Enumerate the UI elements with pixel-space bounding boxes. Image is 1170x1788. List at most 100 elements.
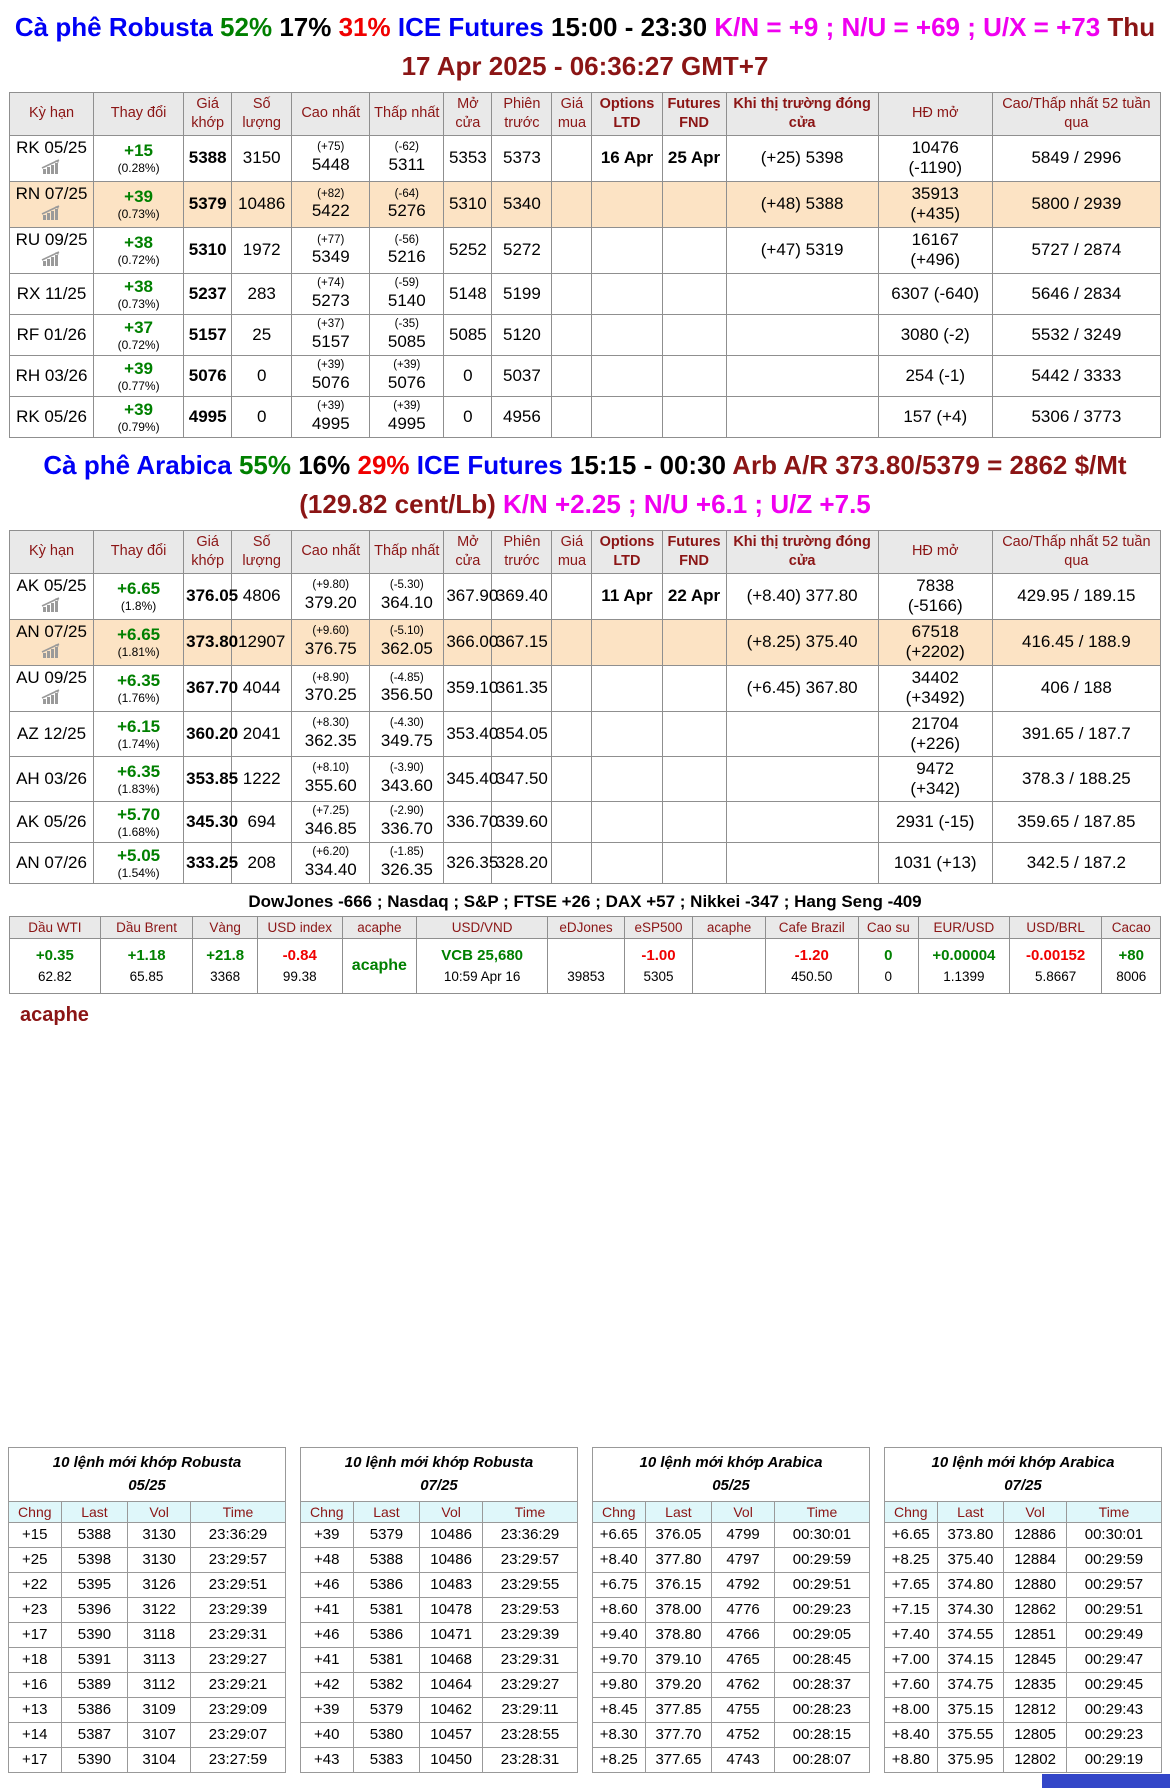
- high-value: 370.25: [304, 685, 357, 705]
- order-row: +17 5390 3104 23:27:59: [8, 1746, 287, 1773]
- market-change-value: +21.8: [206, 946, 245, 964]
- low-value: 362.05: [380, 639, 433, 659]
- column-header: HĐ mở: [877, 529, 993, 574]
- cell-52week-range: 378.3 / 188.25: [991, 756, 1162, 803]
- market-header-row: Dầu WTI Dầu Brent Vàng USD index acaphe USD/V…: [9, 916, 1161, 940]
- cell-52week-range: 429.95 / 189.15: [991, 572, 1162, 620]
- cell-contract: RU 09/25: [8, 226, 95, 274]
- cell-high: (+75) 5448: [291, 134, 371, 182]
- order-cell-time: 00:30:01: [1065, 1521, 1163, 1548]
- cell-open: 353.40: [443, 710, 498, 758]
- order-cell-time: 00:29:49: [1065, 1621, 1163, 1648]
- order-cell-time: 23:29:53: [481, 1596, 579, 1623]
- order-cell-time: 23:29:57: [481, 1546, 579, 1573]
- cell-futures-fnd: [661, 272, 727, 315]
- market-level-value: 99.38: [282, 969, 317, 985]
- cell-bid: [551, 395, 593, 438]
- order-cell-chng: +14: [8, 1721, 62, 1748]
- order-cell-vol: 12880: [1003, 1571, 1067, 1598]
- market-change-value: [549, 945, 623, 968]
- order-cell-time: 00:29:59: [1065, 1546, 1163, 1573]
- order-cell-last: 374.15: [936, 1646, 1005, 1673]
- market-brand-text: acaphe: [351, 957, 407, 975]
- table-row: RX 11/25 +38 (0.73%) 5237 283 (+74) 5273 (-59) 5…: [8, 272, 1162, 315]
- order-cell-last: 5388: [352, 1546, 421, 1573]
- order-cell-chng: +17: [8, 1621, 62, 1648]
- cell-options-ltd: [591, 180, 663, 228]
- cell-high: (+8.10) 355.60: [291, 756, 371, 803]
- order-cell-chng: +48: [300, 1546, 354, 1573]
- cell-low: (+39) 4995: [369, 395, 445, 438]
- recent-orders-section: 10 lệnh mới khớp Robusta 05/25 Chng Last Vol…: [8, 1447, 1163, 1773]
- high-value: 5157: [311, 331, 350, 351]
- order-cell-last: 377.85: [644, 1696, 713, 1723]
- order-cell-last: 5391: [60, 1646, 129, 1673]
- cell-bid: [551, 710, 593, 758]
- cell-volume: 0: [231, 395, 293, 438]
- order-table-title: 10 lệnh mới khớp Arabica 05/25: [592, 1447, 870, 1502]
- cell-high: (+9.60) 376.75: [291, 618, 371, 666]
- contract-label: RK 05/26: [16, 406, 87, 426]
- cell-volume: 0: [231, 354, 293, 397]
- high-delta: (+8.90): [312, 671, 350, 684]
- order-cell-last: 5395: [60, 1571, 129, 1598]
- cell-high: (+6.20) 334.40: [291, 842, 371, 885]
- low-delta: (+39): [393, 359, 421, 372]
- cell-52week-range: 416.45 / 188.9: [991, 618, 1162, 666]
- order-cell-time: 00:28:23: [773, 1696, 871, 1723]
- order-cell-time: 23:29:07: [189, 1721, 287, 1748]
- cell-change: +37 (0.72%): [93, 313, 185, 356]
- low-delta: (-4.85): [389, 671, 424, 684]
- low-delta: (-35): [394, 318, 419, 331]
- cell-high: (+37) 5157: [291, 313, 371, 356]
- market-cell: -1.20 450.50: [764, 938, 859, 995]
- order-cell-vol: 3130: [127, 1546, 191, 1573]
- cell-market-close: [725, 756, 879, 803]
- order-cell-chng: +9.80: [592, 1671, 646, 1698]
- market-level-value: 10:59 Apr 16: [443, 969, 521, 985]
- column-header: Futures FND: [661, 92, 727, 136]
- cell-52week-range: 391.65 / 187.7: [991, 710, 1162, 758]
- contract-label: RX 11/25: [16, 283, 87, 303]
- order-cell-chng: +17: [8, 1746, 62, 1773]
- cell-bid: [551, 618, 593, 666]
- cell-last: 373.80: [183, 618, 238, 666]
- market-change-value: +80: [1118, 946, 1144, 964]
- market-column-header: Cacao: [1101, 916, 1161, 940]
- high-delta: (+9.80): [312, 579, 350, 592]
- cell-change: +38 (0.73%): [93, 272, 185, 315]
- order-row: +46 5386 10471 23:29:39: [300, 1621, 579, 1648]
- low-delta: (-4.30): [389, 717, 424, 730]
- cell-open: 0: [443, 354, 493, 397]
- empty-spacer: [0, 1027, 1170, 1447]
- column-header: Phiên trước: [491, 529, 553, 574]
- change-percent: (0.72%): [117, 337, 160, 352]
- contract-label: AZ 12/25: [17, 723, 87, 743]
- high-delta: (+8.30): [312, 717, 350, 730]
- cell-bid: [551, 801, 593, 844]
- market-change-value: +0.00004: [932, 946, 996, 964]
- order-cell-time: 23:29:27: [481, 1671, 579, 1698]
- order-cell-last: 375.40: [936, 1546, 1005, 1573]
- column-header: Futures FND: [661, 529, 727, 574]
- high-delta: (+74): [317, 277, 345, 290]
- cell-volume: 283: [231, 272, 293, 315]
- cell-high: (+8.30) 362.35: [291, 710, 371, 758]
- cell-bid: [551, 226, 593, 274]
- order-column-header: Last: [936, 1500, 1005, 1523]
- order-cell-vol: 10457: [419, 1721, 483, 1748]
- cell-change: +6.15 (1.74%): [93, 710, 185, 758]
- cell-low: (-5.10) 362.05: [369, 618, 445, 666]
- cell-options-ltd: [591, 801, 663, 844]
- order-cell-time: 23:28:31: [481, 1746, 579, 1773]
- column-header: Cao/Thấp nhất 52 tuần qua: [991, 92, 1162, 136]
- high-value: 5273: [311, 290, 350, 310]
- cell-volume: 208: [231, 842, 293, 885]
- header-segment: K/N +2.25 ; N/U +6.1 ; U/Z +7.5: [495, 488, 871, 519]
- order-cell-time: 00:28:15: [773, 1721, 871, 1748]
- order-row: +6.65 373.80 12886 00:30:01: [884, 1521, 1163, 1548]
- column-header: Thay đổi: [93, 92, 185, 136]
- order-row: +25 5398 3130 23:29:57: [8, 1546, 287, 1573]
- table-row: AK 05/26 +5.70 (1.68%) 345.30 694 (+7.25) 346.…: [8, 801, 1162, 844]
- column-header: Khi thị trường đóng cửa: [725, 529, 879, 574]
